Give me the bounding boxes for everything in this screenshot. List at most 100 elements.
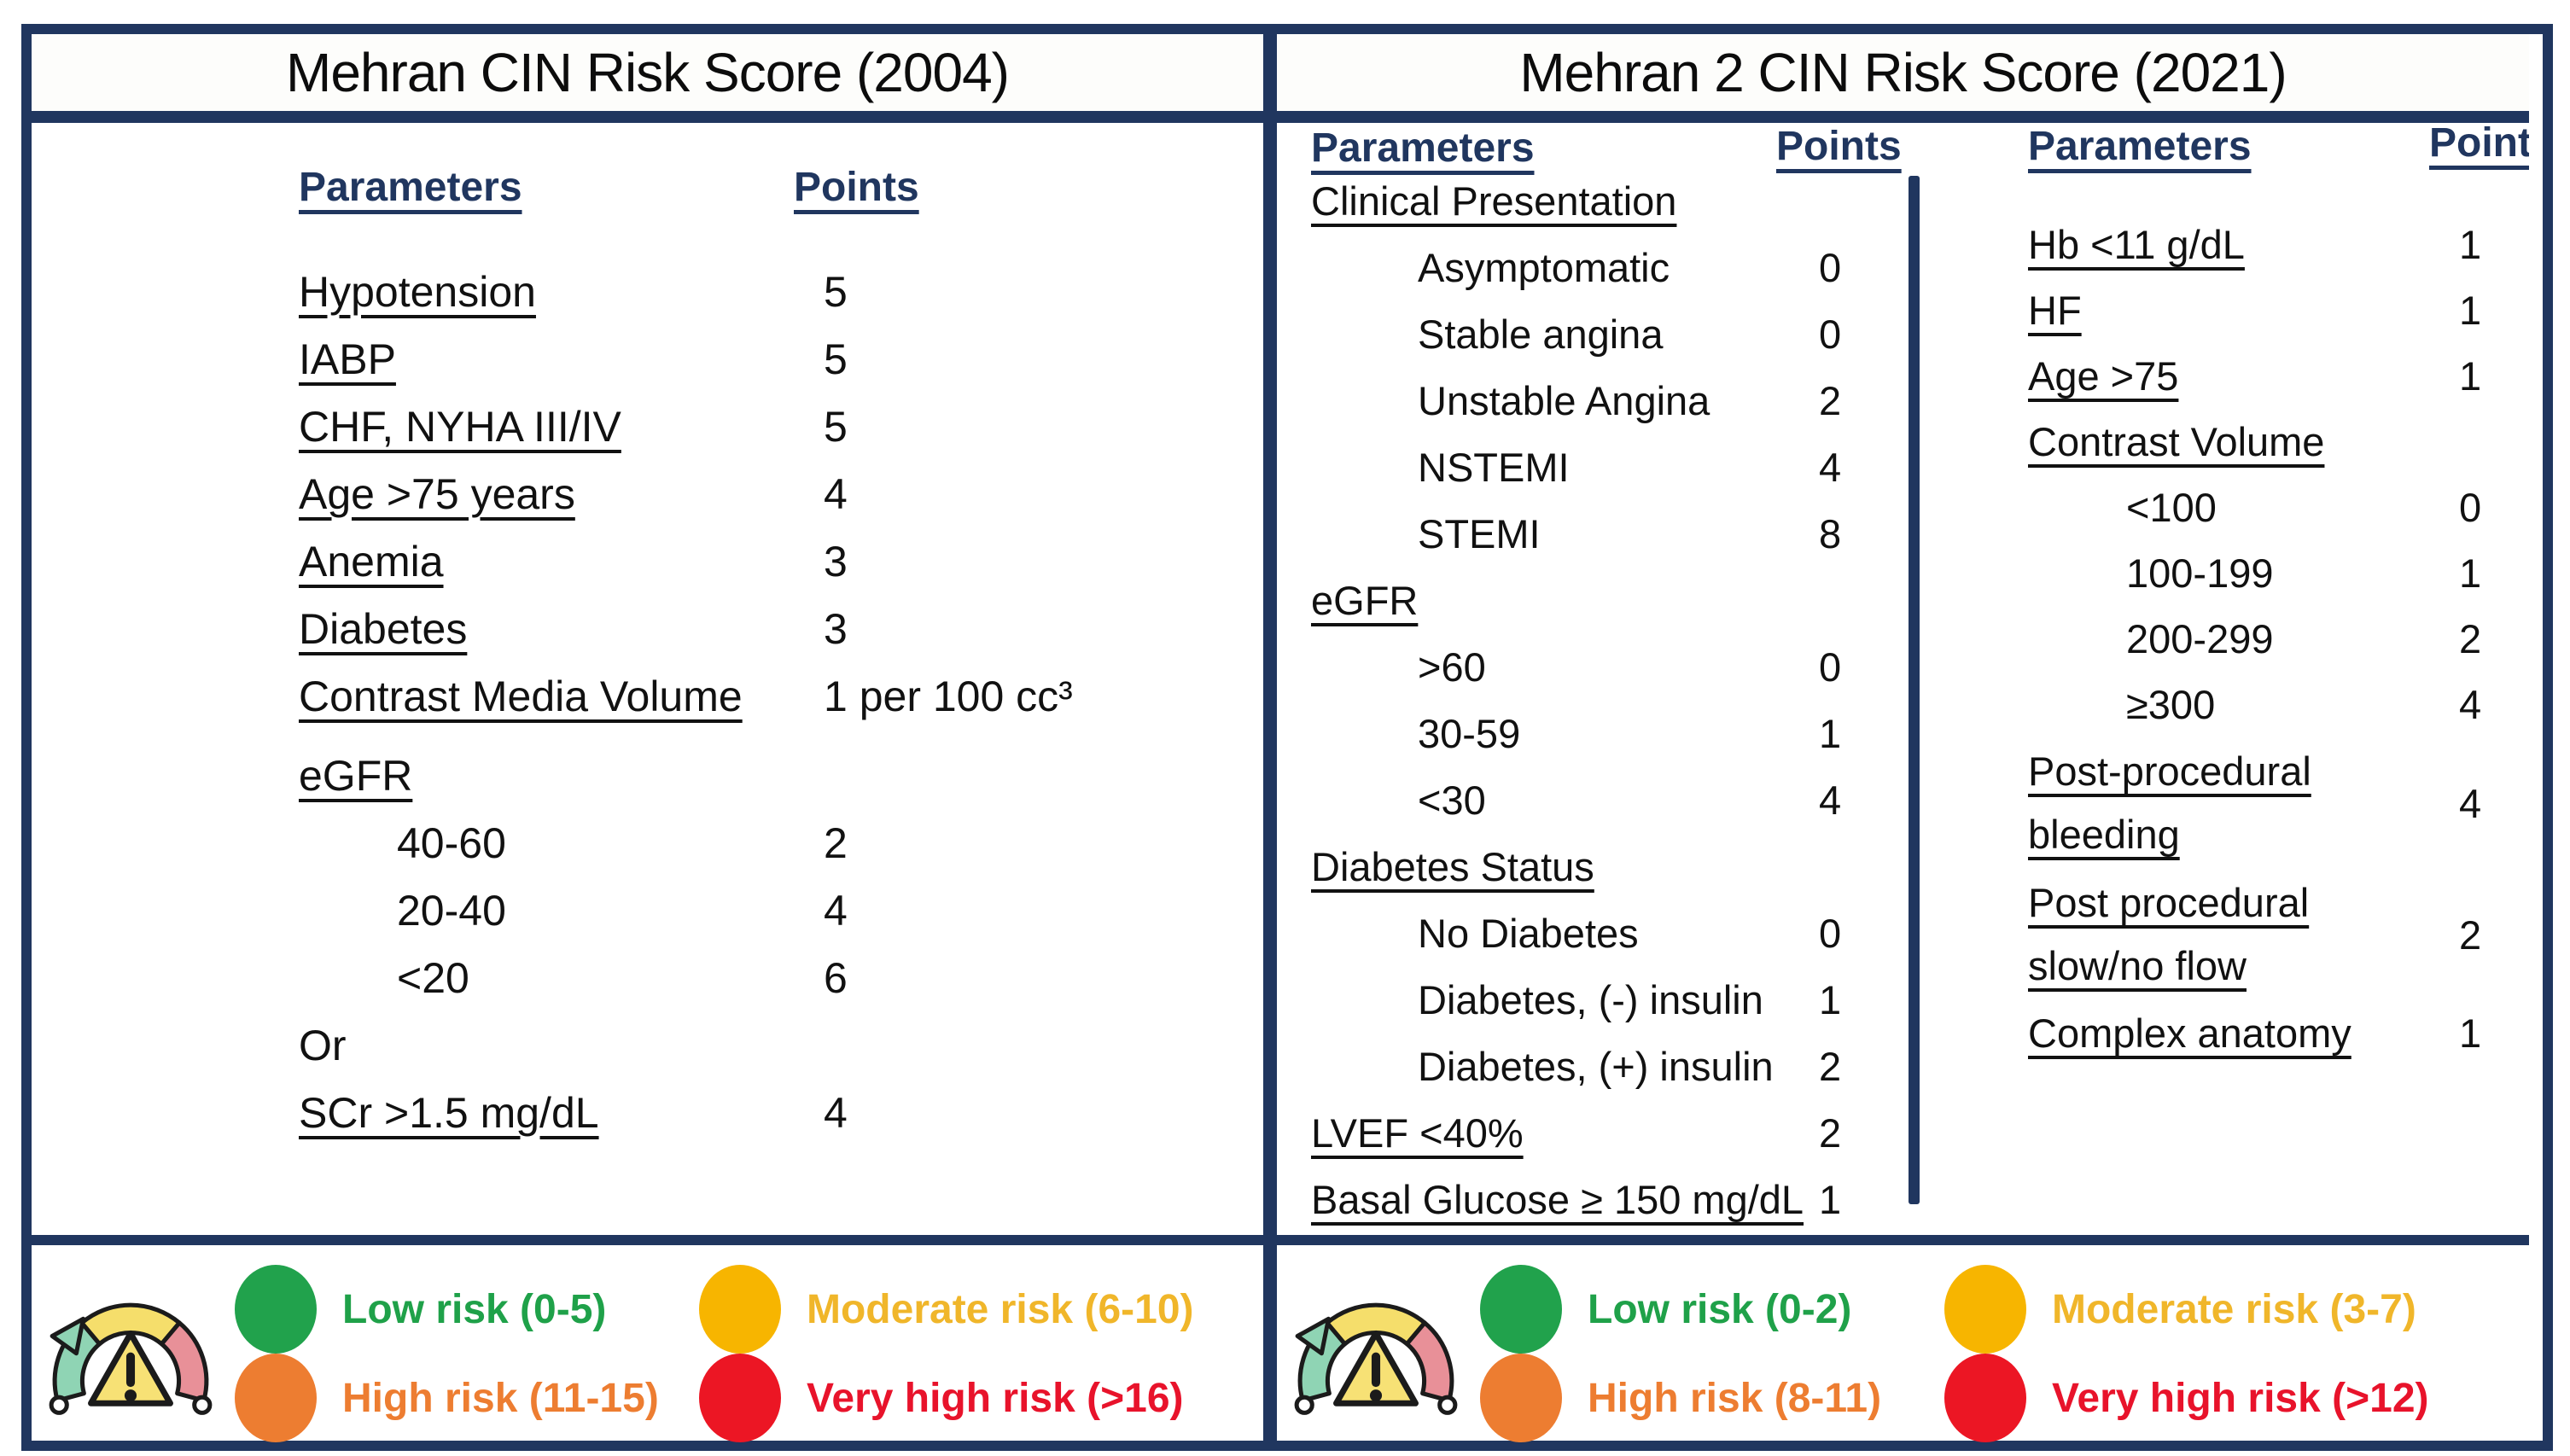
column-group-b: Parameters Points Hb <11 g/dL 1 HF 1 Age >… [2028,123,2529,1235]
legend-item-very-high: Very high risk (>16) [699,1353,1184,1443]
param-label: >60 [1418,644,1486,690]
table-row: Contrast Volume [2028,409,2527,475]
table-row: 20-40 4 [32,877,1263,944]
param-label: Age >75 years [299,469,575,518]
parameters-column-header: Parameters [1311,125,1535,171]
param-label: HF [2028,288,2082,333]
risk-gauge-icon [49,1302,213,1415]
param-points: 8 [1819,510,1842,556]
table-row: Unstable Angina 2 [1311,367,1917,434]
page-title: Mehran CIN Risk Score (2004) [286,42,1010,103]
param-points: 2 [1819,1109,1842,1156]
table-row: HF 1 [2028,277,2527,343]
param-points: 0 [1819,910,1842,956]
table-row: Or [32,1011,1263,1079]
legend-label: Very high risk (>16) [807,1375,1184,1421]
param-points: 0 [1819,244,1842,290]
param-label: Anemia [299,537,444,585]
table-row: CHF, NYHA III/IV 5 [32,393,1263,460]
table-row: ≥300 4 [2028,672,2527,737]
param-points: 4 [1819,444,1842,490]
param-label: Contrast Volume [2028,419,2325,464]
parameters-column-header: Parameters [2028,124,2252,169]
legend-label: Very high risk (>12) [2052,1375,2429,1421]
high-risk-dot [235,1354,317,1442]
risk-legend-2004: Low risk (0-5) Moderate risk (6-10) High… [32,1235,1263,1442]
table-row: Diabetes Status [1311,833,1917,900]
param-label: ≥300 [2126,682,2216,727]
param-points: 2 [1819,377,1842,423]
legend-item-moderate: Moderate risk (3-7) [1944,1264,2416,1354]
table-row: 40-60 2 [32,809,1263,877]
param-label: Clinical Presentation [1311,178,1677,224]
param-points: 5 [824,402,848,451]
table-row: LVEF <40% 2 [1311,1099,1917,1166]
param-label: SCr >1.5 mg/dL [299,1088,599,1137]
param-points: 1 [1819,710,1842,756]
table-row: eGFR [32,742,1263,809]
param-label: Stable angina [1418,311,1664,357]
param-label: Basal Glucose ≥ 150 mg/dL [1311,1176,1804,1222]
param-points: 2 [2459,911,2482,958]
table-row: Age >75 years 4 [32,460,1263,527]
parameter-rows: Hypotension 5 IABP 5 CHF, NYHA III/IV 5 Age… [32,123,1263,1146]
table-row: 30-59 1 [1311,700,1917,766]
table-row: >60 0 [1311,633,1917,700]
param-points: 1 [2459,222,2482,267]
param-label: No Diabetes [1418,910,1639,956]
param-label: IABP [299,335,396,383]
low-risk-dot [1480,1265,1562,1354]
panel-title-bar: Mehran CIN Risk Score (2004) [32,34,1263,123]
param-label: Age >75 [2028,353,2179,399]
param-label: 100-199 [2126,550,2274,596]
param-label: Diabetes Status [1311,843,1594,889]
param-points: 1 [2459,288,2482,333]
param-label: CHF, NYHA III/IV [299,402,621,451]
table-row: <30 4 [1311,766,1917,833]
table-row: Complex anatomy 1 [2028,1000,2527,1066]
param-points: 4 [824,886,848,935]
panel-title-bar: Mehran 2 CIN Risk Score (2021) [1277,34,2529,123]
param-points: 2 [1819,1043,1842,1089]
legend-label: Moderate risk (6-10) [807,1286,1194,1332]
param-points: 4 [824,1088,848,1137]
very-high-risk-dot [1944,1354,2026,1442]
param-points: 4 [1819,777,1842,823]
low-risk-dot [235,1265,317,1354]
param-points: 6 [824,953,848,1002]
param-label: Post-procedural bleeding [2028,748,2311,857]
param-label: Hypotension [299,267,536,316]
param-label: Diabetes [299,604,468,653]
param-label: NSTEMI [1418,444,1570,490]
param-points: 0 [1819,644,1842,690]
param-points: 2 [824,818,848,867]
legend-label: Low risk (0-5) [342,1286,607,1332]
table-row: Stable angina 0 [1311,300,1917,367]
panel-mehran-2-2021: Mehran 2 CIN Risk Score (2021) Parameter… [1277,34,2529,1443]
parameter-rows: Clinical Presentation Asymptomatic 0 Stab… [1311,123,1917,1232]
page-title: Mehran 2 CIN Risk Score (2021) [1519,42,2287,103]
points-column-header: Points [1776,124,1902,169]
legend-item-moderate: Moderate risk (6-10) [699,1264,1194,1354]
legend-item-very-high: Very high risk (>12) [1944,1353,2429,1443]
param-label: <30 [1418,777,1486,823]
legend-item-high: High risk (8-11) [1480,1353,1881,1443]
table-row: 200-299 2 [2028,606,2527,672]
table-row: Post procedural slow/no flow 2 [2028,869,2527,1000]
risk-gauge-icon [1294,1302,1458,1415]
score-table-2004: Parameters Points Hypotension 5 IABP 5 CHF… [32,123,1263,1235]
moderate-risk-dot [1944,1265,2026,1354]
points-column-header: Points [2429,123,2529,166]
param-points: 4 [2459,780,2482,826]
param-label: Complex anatomy [2028,1010,2351,1056]
table-row: IABP 5 [32,325,1263,393]
table-row: eGFR [1311,567,1917,633]
points-column-header: Points [794,165,919,210]
table-row: Diabetes 3 [32,595,1263,662]
table-row: Anemia 3 [32,527,1263,595]
param-points: 1 [2459,1010,2482,1056]
table-row: Hb <11 g/dL 1 [2028,212,2527,277]
table-row: Post-procedural bleeding 4 [2028,737,2527,869]
param-points: 3 [824,537,848,585]
table-row: Diabetes, (+) insulin 2 [1311,1033,1917,1099]
